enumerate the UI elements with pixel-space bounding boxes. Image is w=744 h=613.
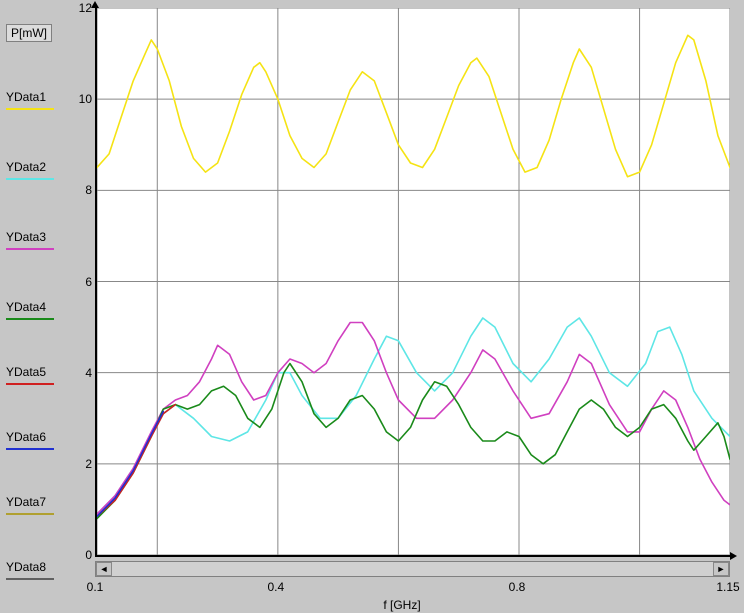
- scroll-right-button[interactable]: ►: [713, 562, 729, 576]
- legend-swatch: [6, 178, 54, 180]
- legend-item-5[interactable]: YData5: [6, 365, 56, 385]
- y-tick-label: 8: [62, 183, 92, 197]
- series-YData4: [97, 364, 730, 519]
- scroll-left-button[interactable]: ◄: [96, 562, 112, 576]
- legend-item-7[interactable]: YData7: [6, 495, 56, 515]
- x-axis-label: f [GHz]: [60, 598, 744, 612]
- legend-swatch: [6, 248, 54, 250]
- x-tick-label: 0.8: [509, 580, 526, 594]
- series-YData3: [97, 323, 730, 515]
- legend-item-3[interactable]: YData3: [6, 230, 56, 250]
- legend-label: YData8: [6, 560, 56, 574]
- y-tick-label: 2: [62, 457, 92, 471]
- legend-label: YData1: [6, 90, 56, 104]
- legend-item-2[interactable]: YData2: [6, 160, 56, 180]
- y-tick-label: 0: [62, 548, 92, 562]
- chart-area: ◄ ► f [GHz] 0 2 4 6 8 10 12 0.1 0.4 0.8 1.15: [60, 0, 744, 613]
- y-unit-label: P[mW]: [6, 24, 52, 42]
- plot-svg: [97, 8, 730, 555]
- legend-label: YData4: [6, 300, 56, 314]
- legend-swatch: [6, 513, 54, 515]
- x-tick-label: 0.1: [87, 580, 104, 594]
- series-YData1: [97, 35, 730, 176]
- x-tick-label: 0.4: [268, 580, 285, 594]
- app-container: P[mW] YData1 YData2 YData3 YData4 YData5 YDat…: [0, 0, 744, 613]
- legend-swatch: [6, 448, 54, 450]
- h-scrollbar[interactable]: ◄ ►: [95, 561, 730, 577]
- legend-label: YData3: [6, 230, 56, 244]
- legend-swatch: [6, 578, 54, 580]
- legend-item-8[interactable]: YData8: [6, 560, 56, 580]
- legend-panel: P[mW] YData1 YData2 YData3 YData4 YData5 YDat…: [0, 0, 60, 613]
- legend-label: YData2: [6, 160, 56, 174]
- legend-label: YData5: [6, 365, 56, 379]
- plot-frame[interactable]: [95, 8, 730, 557]
- x-axis-arrow: [730, 552, 737, 560]
- legend-item-1[interactable]: YData1: [6, 90, 56, 110]
- series-YData5: [97, 405, 175, 517]
- legend-item-4[interactable]: YData4: [6, 300, 56, 320]
- y-tick-label: 6: [62, 275, 92, 289]
- legend-swatch: [6, 383, 54, 385]
- y-tick-label: 4: [62, 366, 92, 380]
- y-tick-label: 10: [62, 92, 92, 106]
- y-tick-label: 12: [62, 1, 92, 15]
- x-tick-label: 1.15: [716, 580, 739, 594]
- y-axis-arrow: [91, 1, 99, 8]
- legend-swatch: [6, 318, 54, 320]
- legend-label: YData6: [6, 430, 56, 444]
- legend-item-6[interactable]: YData6: [6, 430, 56, 450]
- legend-swatch: [6, 108, 54, 110]
- legend-label: YData7: [6, 495, 56, 509]
